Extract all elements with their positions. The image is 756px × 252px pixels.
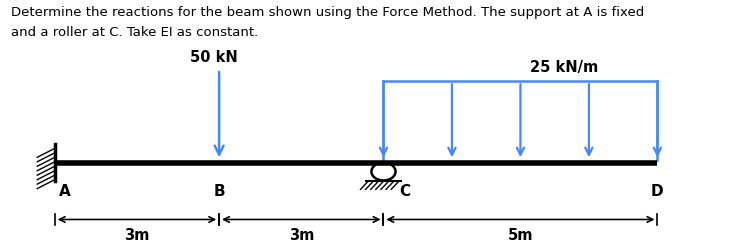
Text: 50 kN: 50 kN bbox=[190, 50, 237, 65]
Text: Determine the reactions for the beam shown using the Force Method. The support a: Determine the reactions for the beam sho… bbox=[11, 6, 644, 19]
Text: 3m: 3m bbox=[124, 228, 150, 243]
Text: A: A bbox=[59, 184, 71, 199]
Text: C: C bbox=[399, 184, 410, 199]
Text: 25 kN/m: 25 kN/m bbox=[530, 60, 599, 75]
Text: B: B bbox=[213, 184, 225, 199]
Text: 3m: 3m bbox=[289, 228, 314, 243]
Text: 5m: 5m bbox=[508, 228, 533, 243]
Text: D: D bbox=[651, 184, 664, 199]
Text: and a roller at C. Take EI as constant.: and a roller at C. Take EI as constant. bbox=[11, 26, 259, 39]
